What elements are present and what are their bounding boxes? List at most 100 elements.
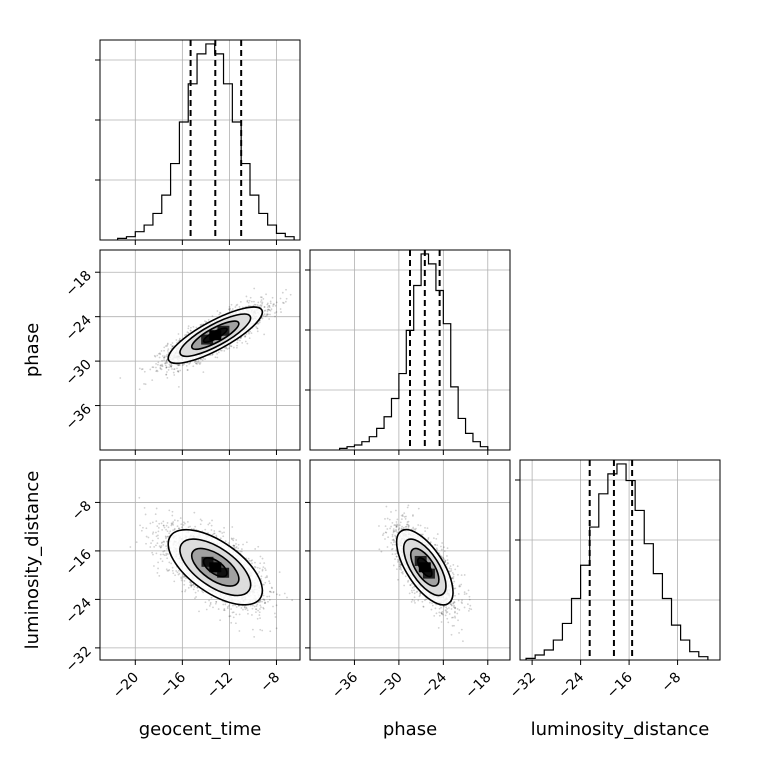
sample-point (172, 521, 175, 523)
sample-point (215, 601, 218, 603)
sample-point (144, 513, 147, 516)
density-peak (201, 334, 214, 345)
sample-point (176, 367, 178, 370)
sample-point (261, 629, 264, 632)
sample-point (194, 525, 197, 528)
sample-point (259, 296, 262, 299)
sample-point (274, 304, 277, 307)
sample-point (180, 526, 183, 529)
sample-point (240, 550, 243, 553)
sample-point (165, 528, 168, 531)
sample-point (170, 523, 173, 526)
sample-point (266, 575, 268, 577)
sample-point (175, 570, 178, 572)
sample-point (235, 539, 238, 541)
sample-point (270, 308, 273, 311)
sample-point (211, 533, 214, 536)
sample-point (236, 344, 238, 347)
sample-point (173, 527, 176, 530)
sample-point (204, 601, 207, 604)
joint-panel-luminosity_distance_vs_geocent_time (99, 459, 301, 661)
sample-point (259, 601, 261, 603)
sample-point (234, 306, 237, 308)
sample-point (263, 599, 266, 602)
sample-point (272, 591, 275, 594)
sample-point (155, 535, 158, 538)
sample-point (177, 573, 180, 576)
sample-point (264, 602, 267, 605)
sample-point (263, 602, 266, 604)
sample-point (159, 557, 162, 560)
sample-point (192, 588, 195, 591)
sample-point (259, 562, 262, 565)
sample-point (177, 363, 180, 366)
hist-panel-phase (305, 249, 511, 451)
sample-point (155, 531, 157, 534)
sample-point (163, 356, 166, 359)
sample-point (201, 359, 204, 361)
sample-point (268, 598, 271, 601)
sample-point (163, 541, 165, 543)
sample-point (165, 366, 168, 369)
sample-point (179, 517, 182, 519)
sample-point (161, 359, 163, 362)
sample-point (268, 306, 271, 309)
sample-point (214, 602, 217, 605)
sample-point (257, 545, 260, 548)
sample-point (279, 308, 282, 310)
sample-point (235, 546, 238, 548)
sample-point (254, 548, 257, 550)
sample-point (238, 630, 241, 632)
sample-point (259, 304, 262, 307)
sample-point (282, 301, 284, 304)
sample-point (230, 621, 233, 624)
sample-point (169, 364, 172, 367)
sample-point (241, 341, 244, 344)
sample-point (289, 293, 292, 296)
sample-point (162, 356, 165, 359)
sample-point (266, 306, 269, 309)
sample-point (166, 557, 169, 560)
sample-point (259, 628, 262, 631)
sample-point (283, 592, 286, 595)
sample-point (165, 359, 168, 362)
sample-point (138, 367, 141, 370)
sample-point (272, 305, 274, 307)
sample-point (242, 608, 244, 611)
sample-point (177, 370, 180, 372)
sample-point (168, 569, 171, 571)
sample-point (262, 297, 265, 300)
sample-point (209, 601, 212, 604)
sample-point (166, 343, 169, 346)
sample-point (142, 526, 144, 529)
sample-point (232, 537, 235, 540)
sample-point (236, 341, 239, 344)
sample-point (172, 529, 174, 532)
sample-point (165, 373, 168, 376)
sample-point (195, 326, 198, 329)
sample-point (238, 613, 241, 616)
sample-point (166, 349, 169, 352)
sample-point (158, 545, 161, 548)
sample-point (285, 288, 287, 291)
sample-point (153, 565, 155, 567)
sample-point (227, 308, 230, 311)
sample-point (200, 519, 203, 522)
sample-point (200, 358, 202, 361)
sample-point (165, 373, 168, 376)
sample-point (155, 363, 157, 365)
sample-point (211, 354, 214, 356)
sample-point (156, 363, 159, 366)
sample-point (155, 507, 158, 510)
sample-point (165, 366, 168, 369)
sample-point (190, 584, 193, 587)
sample-point (269, 313, 271, 316)
sample-point (245, 541, 248, 544)
sample-point (155, 544, 157, 547)
sample-point (262, 598, 265, 601)
sample-point (173, 368, 175, 371)
sample-point (188, 362, 191, 365)
sample-point (219, 349, 222, 352)
sample-point (195, 360, 198, 363)
sample-point (245, 333, 248, 335)
